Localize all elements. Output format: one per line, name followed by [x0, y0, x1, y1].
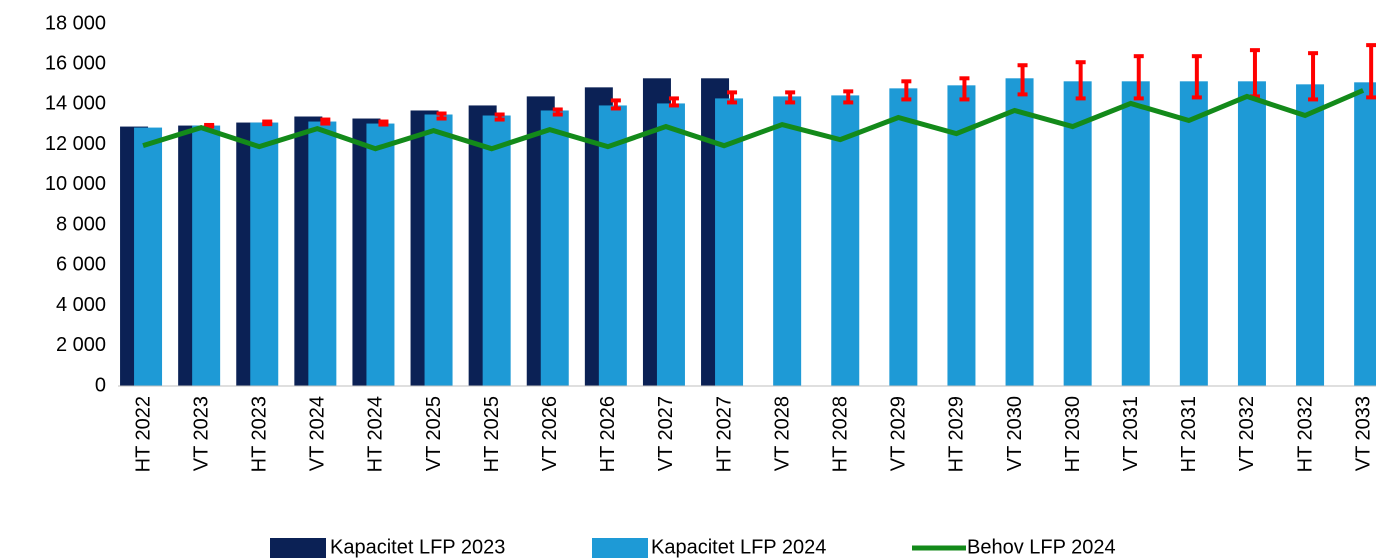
- bar: [598, 105, 627, 386]
- bar: [831, 95, 860, 387]
- error-bar: [610, 98, 621, 111]
- x-tick-label: VT 2027: [655, 396, 677, 471]
- error-bar: [959, 76, 970, 102]
- x-tick-label: HT 2027: [713, 396, 735, 472]
- legend-label: Kapacitet LFP 2024: [651, 536, 826, 558]
- error-bar: [320, 117, 331, 126]
- error-bar: [1017, 63, 1028, 97]
- bar: [889, 88, 918, 386]
- bar: [192, 125, 221, 387]
- bar: [308, 121, 337, 387]
- x-tick-label: VT 2025: [423, 396, 445, 471]
- x-tick-label: VT 2028: [771, 396, 793, 471]
- x-tick-label: VT 2026: [539, 396, 561, 471]
- bar: [1179, 81, 1208, 387]
- error-bar: [552, 107, 563, 117]
- bar: [1237, 81, 1266, 387]
- x-tick-label: HT 2030: [1062, 396, 1084, 472]
- bar: [1354, 82, 1376, 387]
- error-bar: [1075, 60, 1086, 101]
- x-tick-label: HT 2023: [249, 396, 271, 472]
- legend-label: Kapacitet LFP 2023: [330, 536, 505, 558]
- legend-label: Behov LFP 2024: [967, 536, 1116, 558]
- bar: [1121, 81, 1150, 387]
- error-bar: [262, 119, 273, 127]
- bar: [947, 85, 976, 386]
- error-bar: [494, 112, 505, 122]
- x-tick-label: HT 2025: [481, 396, 503, 472]
- x-tick-label: VT 2030: [1004, 396, 1026, 471]
- error-bar: [843, 89, 854, 105]
- x-tick-label: VT 2023: [190, 396, 212, 471]
- y-tick-label: 14 000: [45, 93, 106, 115]
- x-tick-label: HT 2029: [946, 396, 968, 472]
- x-tick-label: VT 2029: [888, 396, 910, 471]
- error-bar: [1366, 43, 1376, 100]
- bar: [1005, 78, 1034, 387]
- bar: [366, 123, 395, 387]
- error-bar: [378, 119, 389, 127]
- y-tick-label: 0: [95, 374, 106, 396]
- error-bar: [204, 122, 215, 129]
- bar: [424, 114, 453, 386]
- error-bar: [1133, 54, 1144, 101]
- y-tick-label: 16 000: [45, 53, 106, 75]
- line: [142, 88, 1365, 152]
- x-tick-label: VT 2032: [1236, 396, 1258, 471]
- bar: [482, 115, 511, 386]
- x-tick-label: HT 2026: [597, 396, 619, 472]
- x-tick-label: HT 2022: [132, 396, 154, 472]
- y-tick-label: 12 000: [45, 133, 106, 155]
- error-bar: [668, 96, 679, 108]
- x-tick-label: VT 2033: [1352, 396, 1374, 471]
- bar: [250, 122, 279, 387]
- error-bar: [1308, 51, 1319, 102]
- x-tick-label: HT 2028: [830, 396, 852, 472]
- bar: [656, 103, 685, 386]
- y-tick-label: 8 000: [56, 213, 106, 235]
- y-tick-label: 2 000: [56, 334, 106, 356]
- bar: [1296, 84, 1325, 386]
- y-tick-label: 18 000: [45, 12, 106, 34]
- legend-swatch: [270, 538, 326, 558]
- x-tick-label: VT 2024: [307, 396, 329, 471]
- error-bar: [901, 79, 912, 102]
- bar: [540, 110, 569, 386]
- x-tick-label: VT 2031: [1120, 396, 1142, 471]
- error-bar: [436, 111, 447, 121]
- bar: [1063, 81, 1092, 387]
- error-bar: [1191, 54, 1202, 100]
- error-bar: [785, 90, 796, 105]
- error-bar: [727, 90, 738, 105]
- bar: [134, 127, 163, 387]
- x-tick-label: HT 2031: [1178, 396, 1200, 472]
- y-tick-label: 10 000: [45, 173, 106, 195]
- x-tick-label: HT 2024: [365, 396, 387, 472]
- legend-swatch: [592, 538, 648, 558]
- y-tick-label: 6 000: [56, 254, 106, 276]
- x-tick-label: HT 2032: [1294, 396, 1316, 472]
- y-tick-label: 4 000: [56, 294, 106, 316]
- bar: [773, 96, 802, 387]
